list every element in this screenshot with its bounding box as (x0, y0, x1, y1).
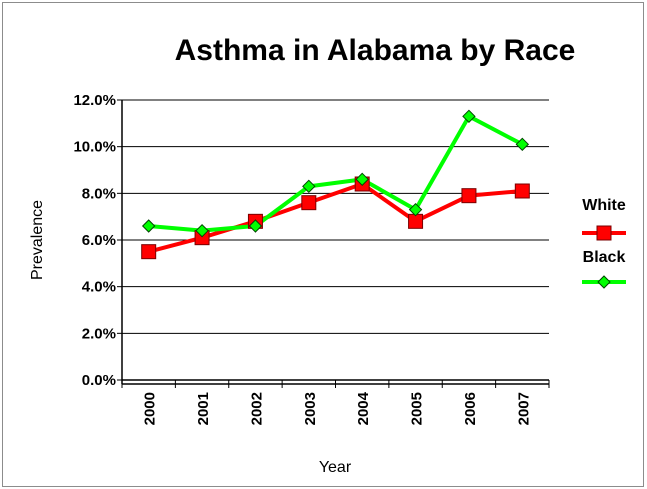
legend: White Black (582, 197, 626, 289)
x-tick-label: 2006 (462, 392, 479, 425)
x-tick-labels: 2000 2001 2002 2003 2004 2005 2006 2007 (142, 391, 533, 425)
x-tick-label: 2005 (409, 392, 426, 425)
data-point-black (408, 202, 423, 217)
data-point-black (302, 179, 316, 194)
axes (121, 100, 550, 388)
data-point-black (141, 219, 156, 233)
data-point-white (461, 188, 477, 204)
y-tick-labels: 0.0% 2.0% 4.0% 6.0% 8.0% 10.0% 12.0% (73, 92, 116, 389)
y-tick-label: 12.0% (73, 92, 116, 109)
x-tick-label: 2003 (302, 392, 319, 425)
x-tick-label: 2002 (248, 392, 265, 425)
x-tick-label: 2000 (142, 392, 159, 425)
data-point-black (248, 219, 263, 233)
data-point-white (408, 213, 424, 229)
y-tick-label: 2.0% (82, 325, 116, 342)
y-tick-label: 0.0% (82, 372, 116, 389)
data-point-white (141, 244, 157, 260)
y-tick-label: 8.0% (82, 185, 116, 202)
series-line-white (148, 182, 523, 254)
legend-marker-white (596, 225, 612, 241)
chart-title: Asthma in Alabama by Race (175, 34, 576, 67)
data-point-black (355, 172, 369, 187)
y-tick-label: 10.0% (73, 139, 116, 156)
data-point-black (515, 137, 530, 152)
legend-label-black: Black (583, 249, 626, 266)
y-tick-label: 4.0% (82, 279, 116, 296)
x-tick-label: 2001 (195, 392, 212, 425)
legend-marker-black (597, 275, 611, 289)
data-point-black (462, 109, 476, 124)
data-point-white (301, 195, 317, 211)
series-line-black (148, 114, 524, 233)
x-axis-label: Year (319, 459, 352, 476)
y-tick-label: 6.0% (82, 232, 116, 249)
series-group (141, 109, 530, 260)
data-point-black (195, 223, 209, 238)
y-axis-label: Prevalence (29, 200, 46, 280)
x-tick-label: 2007 (515, 392, 532, 425)
data-point-white (514, 183, 530, 199)
legend-label-white: White (582, 197, 626, 214)
x-tick-label: 2004 (355, 391, 372, 425)
